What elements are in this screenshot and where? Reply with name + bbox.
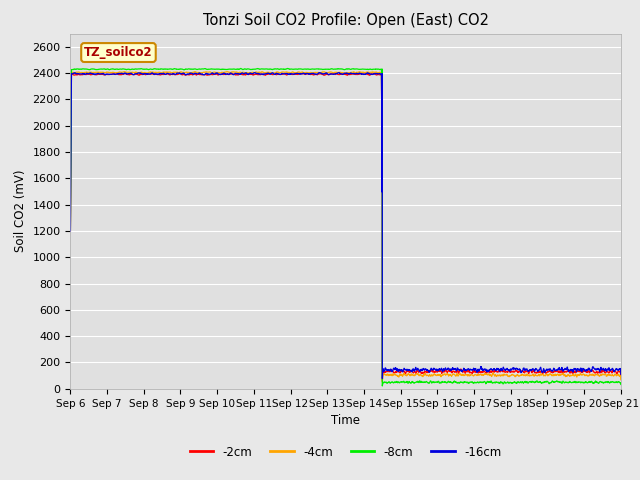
Text: TZ_soilco2: TZ_soilco2 [84, 46, 153, 59]
X-axis label: Time: Time [331, 414, 360, 427]
Y-axis label: Soil CO2 (mV): Soil CO2 (mV) [14, 170, 27, 252]
Legend: -2cm, -4cm, -8cm, -16cm: -2cm, -4cm, -8cm, -16cm [185, 441, 506, 463]
Title: Tonzi Soil CO2 Profile: Open (East) CO2: Tonzi Soil CO2 Profile: Open (East) CO2 [203, 13, 488, 28]
